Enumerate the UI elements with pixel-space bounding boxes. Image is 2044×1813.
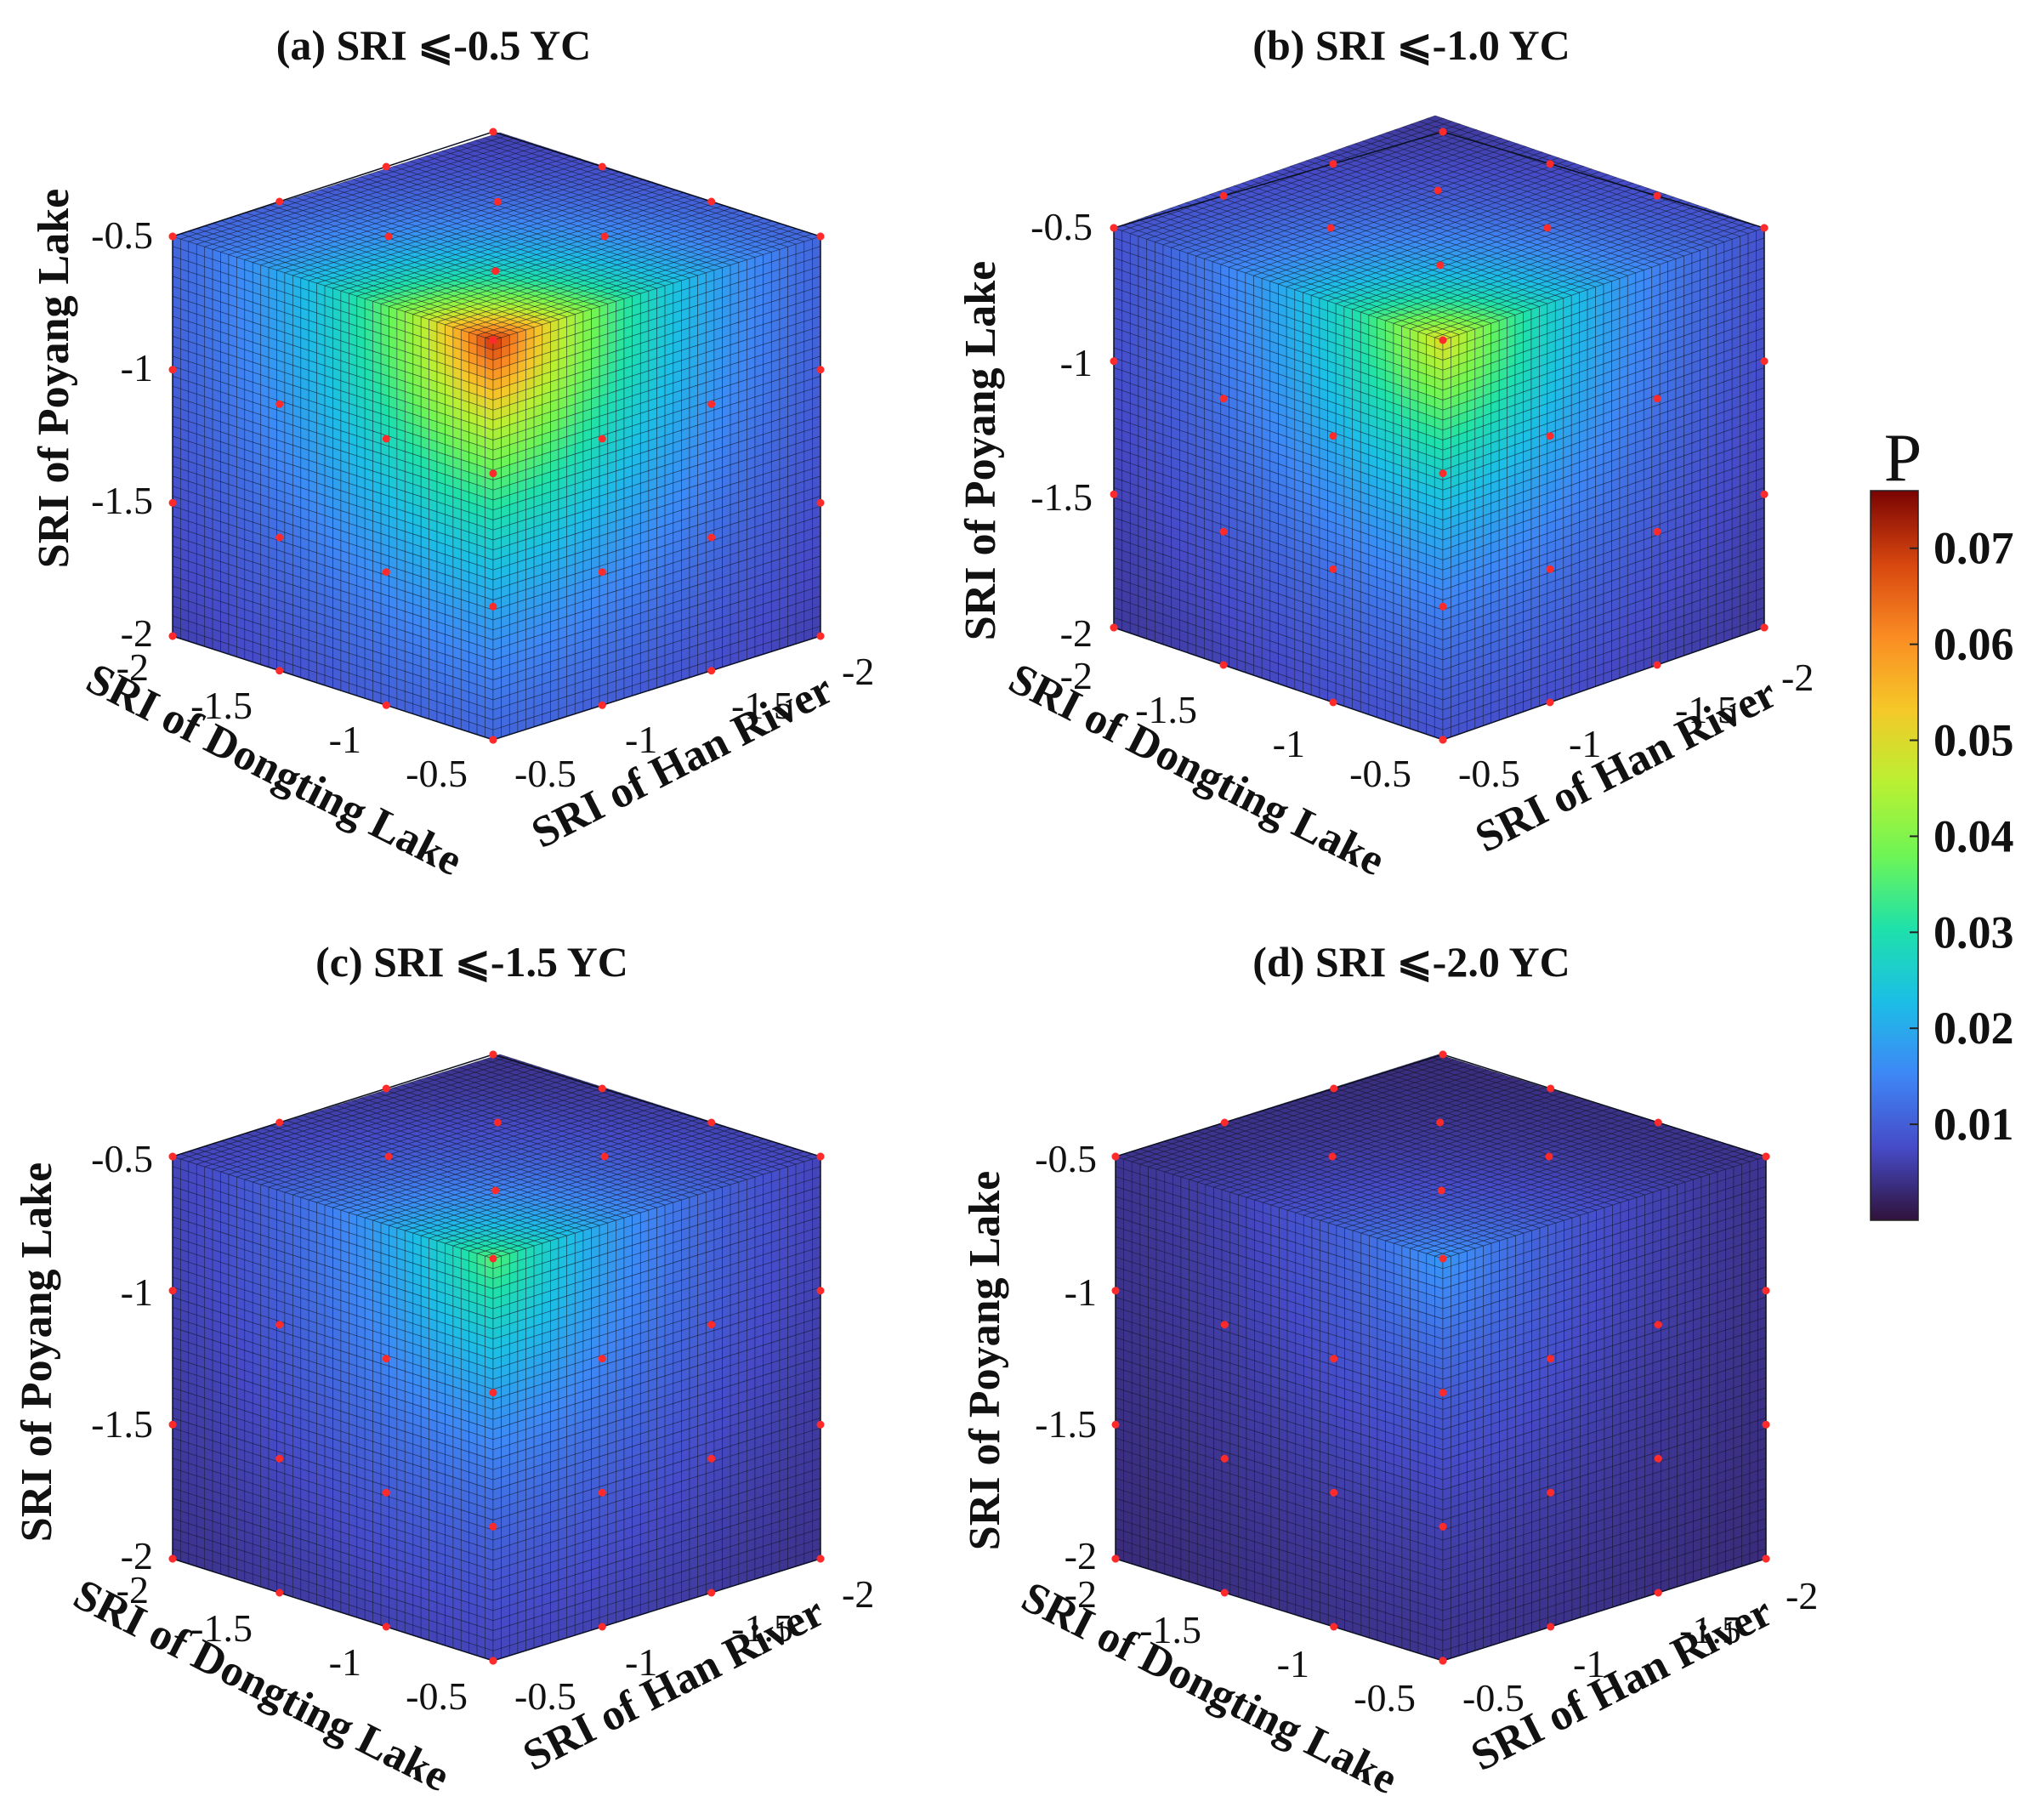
grid-marker [489,602,497,611]
x-tick-label: -2 [116,645,149,689]
y-tick-label: -0.5 [514,752,576,795]
grid-marker [493,197,502,206]
z-tick-label: -1 [121,346,153,389]
panel-a: (a) SRI ⩽-0.5 YC SRI of Poyang Lake SRI … [30,21,874,885]
grid-marker [707,197,716,206]
panel-title: (a) SRI ⩽-0.5 YC [276,21,592,69]
grid-marker [382,435,390,443]
grid-marker [816,632,825,640]
grid-marker [489,469,497,478]
x-tick-label: -1 [329,718,361,761]
z-tick-label: -1.5 [91,479,153,522]
grid-marker [489,128,497,136]
panel-title: (b) SRI ⩽-1.0 YC [1252,21,1570,69]
grid-marker [168,232,177,241]
z-axis-label: SRI of Poyang Lake [30,189,78,568]
grid-marker [168,366,177,374]
x-tick-label: -0.5 [406,752,468,795]
grid-marker [382,701,390,709]
grid-marker [275,533,284,542]
panel-b: (b) SRI ⩽-1.0 YC SRI of Poyang Lake SRI … [957,21,1814,885]
cube-plot [168,128,825,744]
grid-marker [707,400,716,408]
grid-marker [275,400,284,408]
grid-marker [489,336,497,344]
y-tick-label: -2 [842,650,874,693]
grid-marker [816,366,825,374]
grid-marker [491,267,500,276]
cube-plot [1110,115,1769,744]
grid-marker [168,498,177,507]
grid-marker [707,667,716,675]
grid-marker [707,533,716,542]
grid-marker [384,232,393,241]
grid-marker [382,568,390,577]
x-tick-label: -1.5 [190,684,253,727]
grid-marker [275,667,284,675]
grid-marker [600,232,609,241]
grid-marker [598,568,606,577]
y-tick-label: -1.5 [731,684,793,727]
grid-marker [816,498,825,507]
grid-marker [275,197,284,206]
grid-marker [816,232,825,241]
grid-marker [489,736,497,744]
grid-marker [598,435,606,443]
z-tick-label: -0.5 [91,213,153,257]
y-tick-label: -1 [625,718,657,761]
grid-marker [382,162,390,171]
grid-marker [598,701,606,709]
grid-marker [598,162,606,171]
grid-marker [168,632,177,640]
